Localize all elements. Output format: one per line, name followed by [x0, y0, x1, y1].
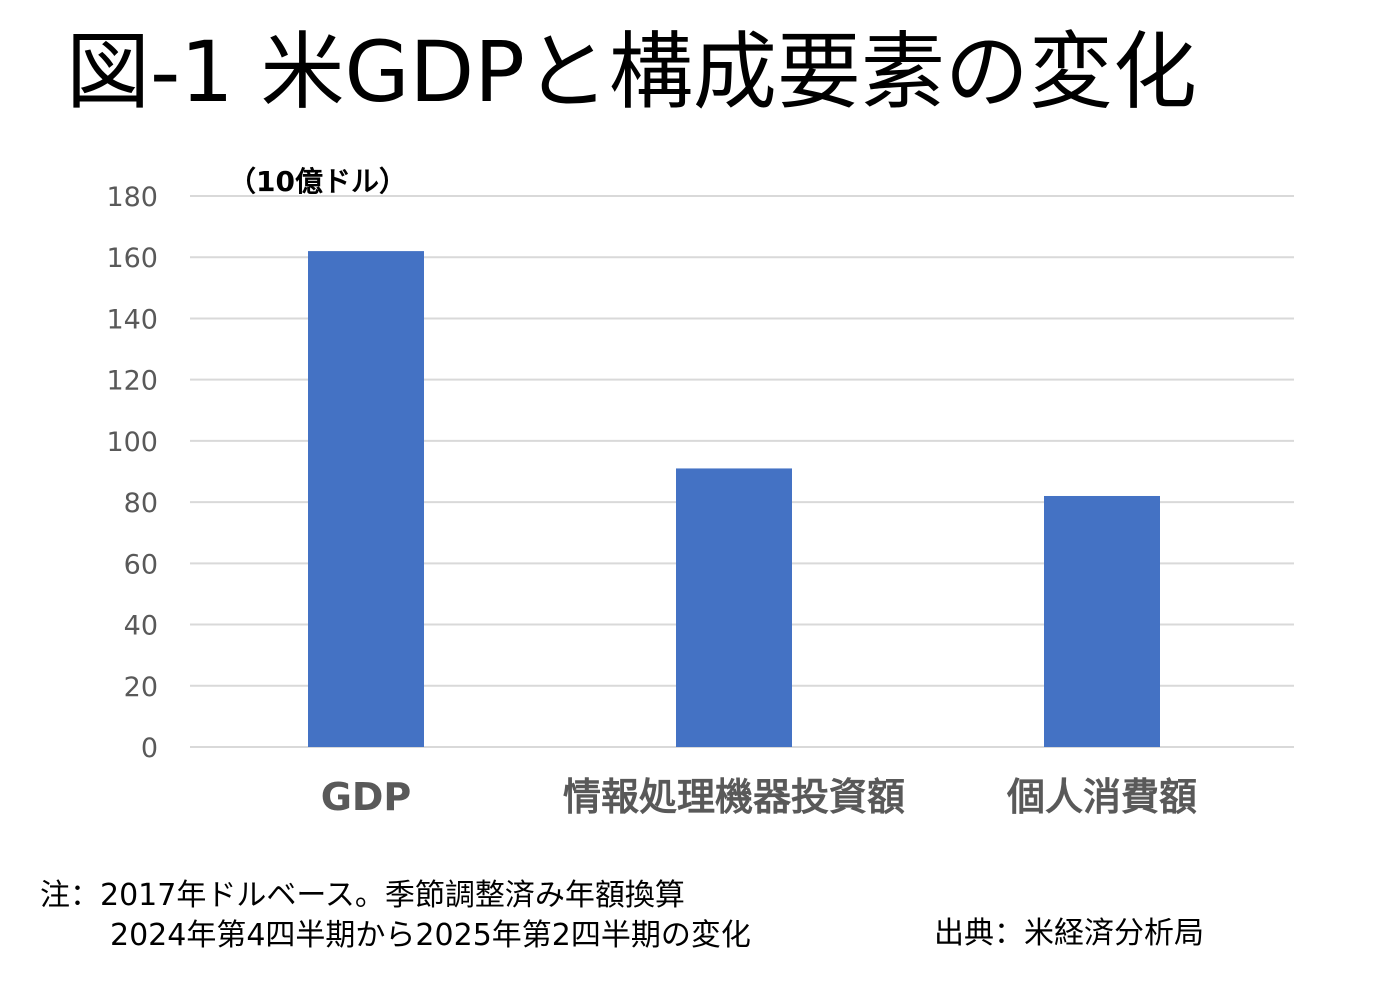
footnote: 注：2017年ドルベース。季節調整済み年額換算 2024年第4四半期から2025… — [40, 876, 751, 956]
y-tick-label: 160 — [106, 243, 158, 274]
source-credit: 出典：米経済分析局 — [934, 916, 1204, 951]
y-tick-label: 80 — [124, 488, 158, 519]
chart-title: 図-1 米GDPと構成要素の変化 — [66, 23, 1197, 121]
y-tick-label: 140 — [106, 304, 158, 335]
y-tick-label: 120 — [106, 366, 158, 397]
y-tick-label: 60 — [124, 549, 158, 580]
bar-1 — [676, 468, 792, 747]
x-category-label: GDP — [321, 775, 412, 819]
y-tick-label: 20 — [124, 672, 158, 703]
y-tick-label: 100 — [106, 427, 158, 458]
footnote-line-2: 2024年第4四半期から2025年第2四半期の変化 — [110, 918, 751, 953]
y-tick-label: 0 — [141, 733, 158, 764]
bar-0 — [308, 251, 424, 747]
bar-2 — [1044, 495, 1160, 747]
footnote-line-1: 注：2017年ドルベース。季節調整済み年額換算 — [40, 878, 685, 913]
y-tick-label: 40 — [124, 611, 158, 642]
y-axis-unit-label: （10億ドル） — [228, 165, 407, 198]
x-category-label: 情報処理機器投資額 — [563, 775, 905, 819]
x-category-label: 個人消費額 — [1006, 775, 1197, 819]
y-tick-label: 180 — [106, 182, 158, 213]
